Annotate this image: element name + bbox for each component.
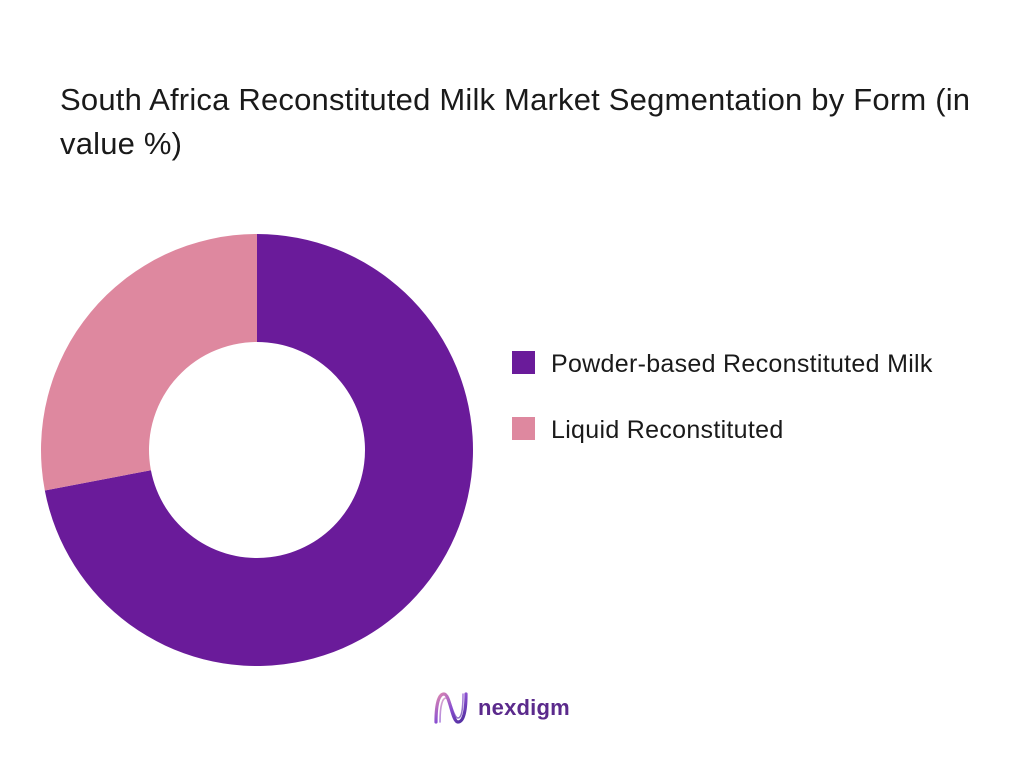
logo-text: nexdigm xyxy=(478,695,570,720)
donut-slice-liquid xyxy=(40,234,257,491)
chart-legend: Powder-based Reconstituted Milk Liquid R… xyxy=(512,346,972,478)
legend-swatch-powder xyxy=(512,351,535,374)
nexdigm-logo-icon xyxy=(434,692,468,724)
legend-swatch-liquid xyxy=(512,417,535,440)
chart-title: South Africa Reconstituted Milk Market S… xyxy=(60,82,971,161)
legend-item-powder: Powder-based Reconstituted Milk xyxy=(512,346,972,382)
donut-slice-powder xyxy=(44,234,473,666)
donut-slices xyxy=(40,234,473,666)
legend-label-liquid: Liquid Reconstituted xyxy=(551,416,784,444)
legend-item-liquid: Liquid Reconstituted xyxy=(512,412,972,448)
legend-label-powder: Powder-based Reconstituted Milk xyxy=(551,350,933,378)
brand-logo: nexdigm xyxy=(432,688,570,728)
